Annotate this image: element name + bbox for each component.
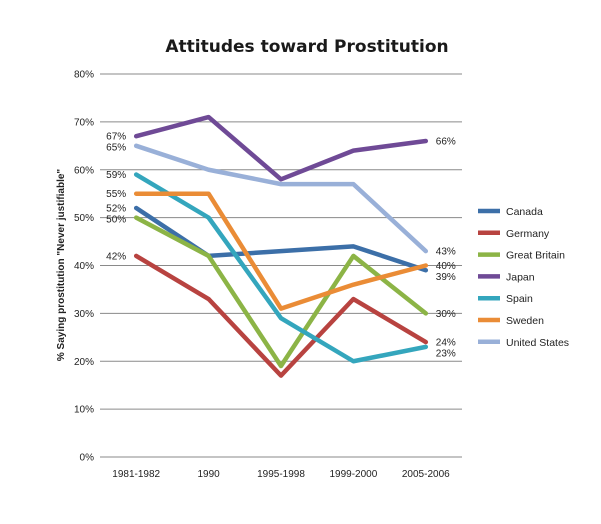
- y-tick-label: 60%: [74, 165, 94, 176]
- x-axis-ticks: 1981-1982 1990 1995-1998 1999-2000 2005-2006: [112, 469, 450, 480]
- x-tick-label: 1990: [197, 469, 220, 480]
- y-tick-label: 20%: [74, 357, 94, 368]
- end-data-label: 66%: [436, 137, 456, 148]
- series-line-spain: [133, 172, 429, 364]
- start-data-label: 67%: [106, 132, 126, 143]
- y-tick-label: 10%: [74, 405, 94, 416]
- series-line-great-britain: [133, 215, 429, 369]
- start-data-label: 59%: [106, 170, 126, 181]
- y-tick-label: 30%: [74, 309, 94, 320]
- series-line-united-states: [133, 143, 429, 254]
- y-tick-label: 50%: [74, 213, 94, 224]
- end-data-label: 39%: [436, 272, 456, 283]
- series-line-germany: [133, 253, 429, 378]
- data-labels: 67%65% 59% 55% 52%50% 42% 66% 43% 40%39% 30% 24%2…: [106, 132, 456, 360]
- end-data-label: 30%: [436, 309, 456, 320]
- legend-entry: Japan: [506, 271, 535, 283]
- start-data-label: 50%: [106, 215, 126, 226]
- gridlines: [100, 73, 462, 458]
- legend-entry: Germany: [506, 228, 550, 240]
- start-data-label: 55%: [106, 189, 126, 200]
- end-data-label: 40%: [436, 261, 456, 272]
- end-data-label: 24%: [436, 338, 456, 349]
- x-tick-label: 1995-1998: [257, 469, 305, 480]
- series-line-canada: [133, 205, 429, 273]
- y-tick-label: 40%: [74, 261, 94, 272]
- legend: Canada Germany Great Britain Japan Spain Swed…: [478, 206, 569, 349]
- end-data-label: 43%: [436, 247, 456, 258]
- end-data-label: 23%: [436, 349, 456, 360]
- x-tick-label: 2005-2006: [402, 469, 450, 480]
- series-line-sweden: [133, 191, 429, 311]
- legend-entry: United States: [506, 337, 569, 349]
- start-data-label: 65%: [106, 143, 126, 154]
- y-axis-ticks: 0% 10% 20% 30% 40% 50% 60% 70% 80%: [74, 70, 94, 464]
- x-tick-label: 1981-1982: [112, 469, 160, 480]
- y-tick-label: 70%: [74, 117, 94, 128]
- legend-entry: Canada: [506, 206, 543, 218]
- chart-title: Attitudes toward Prostitution: [165, 37, 448, 57]
- y-tick-label: 80%: [74, 70, 94, 81]
- series-lines: [133, 114, 429, 378]
- y-axis-label: % Saying prostitution "Never justifiable…: [56, 169, 67, 362]
- x-tick-label: 1999-2000: [329, 469, 377, 480]
- y-tick-label: 0%: [80, 453, 95, 464]
- series-line-japan: [133, 114, 429, 182]
- start-data-label: 52%: [106, 204, 126, 215]
- legend-entry: Great Britain: [506, 250, 565, 262]
- legend-entry: Spain: [506, 293, 533, 305]
- legend-entry: Sweden: [506, 315, 544, 327]
- start-data-label: 42%: [106, 251, 126, 262]
